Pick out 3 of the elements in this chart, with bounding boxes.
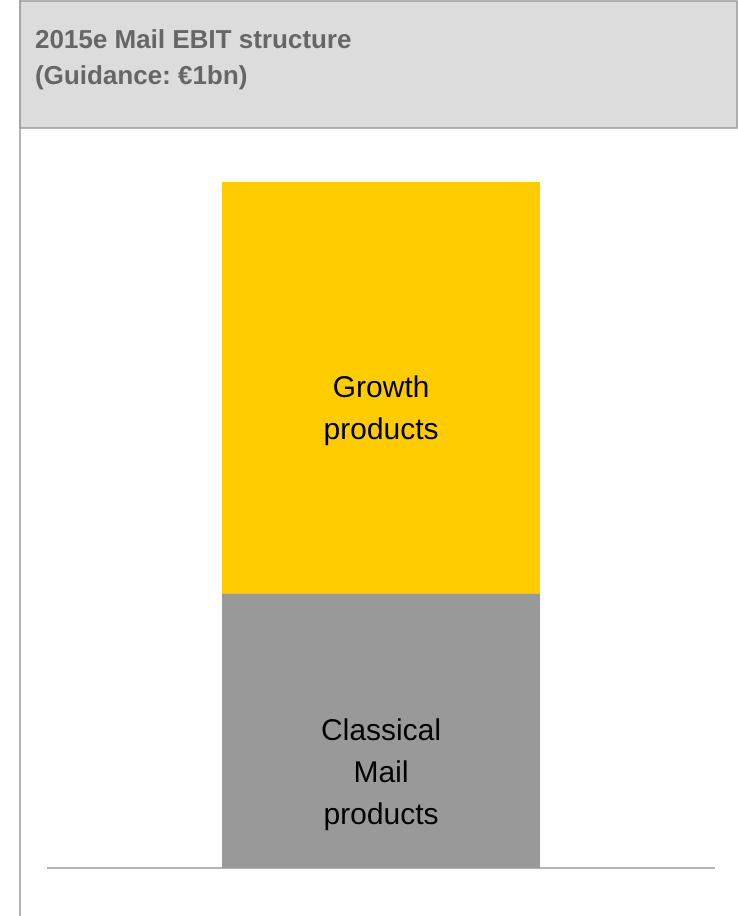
series-label: Growth products: [323, 370, 439, 446]
chart-title: 2015e Mail EBIT structure (Guidance: €1bn): [35, 24, 352, 90]
series-label: Classical Mail products: [320, 714, 442, 831]
